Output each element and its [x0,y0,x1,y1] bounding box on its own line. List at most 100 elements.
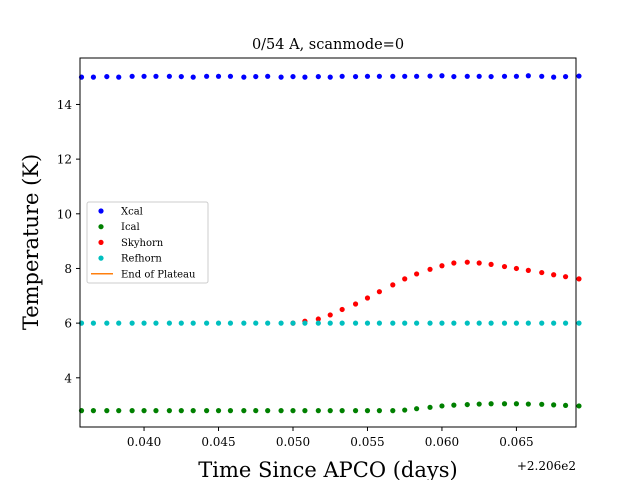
skyhorn-point [390,282,396,288]
legend-swatch-ical [98,224,104,230]
ical-point [427,404,433,410]
xcal-point [451,73,457,80]
xcal-point [414,73,420,79]
xcal-point [376,73,382,79]
skyhorn-point [327,312,333,318]
refhorn-point [215,320,222,326]
skyhorn-point [352,301,359,307]
ical-point [104,408,110,414]
skyhorn-point [464,259,470,265]
skyhorn-point [402,276,408,282]
legend-box [86,201,209,284]
xcal-point [190,74,196,80]
refhorn-point [116,320,122,326]
xcal-point [551,74,557,80]
ical-point [451,402,457,408]
ical-point [241,408,247,414]
y-tick-label: 14 [57,98,73,112]
xcal-point [215,73,222,79]
ical-point [551,402,557,408]
ical-point [215,408,222,414]
y-tick-label: 8 [64,262,72,276]
ical-point [464,401,470,408]
refhorn-point [352,320,359,326]
ical-point [576,403,582,409]
xcal-point [390,73,396,79]
xcal-point [302,74,308,80]
refhorn-point [302,320,308,326]
ical-point [129,408,135,414]
y-tick-label: 12 [57,153,72,167]
refhorn-point [427,320,433,326]
skyhorn-point [576,276,582,282]
ical-point [525,401,531,407]
xcal-point [576,73,582,79]
ical-point [562,402,569,409]
refhorn-point [525,320,531,326]
ical-point [339,408,345,414]
refhorn-point [576,320,582,326]
y-tick-label: 4 [64,371,72,385]
legend-swatch-skyhorn [98,239,104,245]
xcal-point [141,73,147,79]
legend-swatch-xcal [98,208,104,214]
x-axis-title: Time Since APCO (days) [198,458,457,480]
skyhorn-point [439,263,445,269]
ical-point [376,408,382,414]
plot-frame [79,57,577,428]
skyhorn-point [488,261,494,267]
xcal-point [525,73,531,79]
x-tick-label: 0.055 [350,435,384,449]
legend-label-skyhorn: Skyhorn [121,238,164,249]
xcal-point [178,73,184,80]
refhorn-point [402,320,408,326]
ical-point [166,408,172,414]
skyhorn-point [414,271,420,277]
x-tick-label: 0.050 [276,435,310,449]
refhorn-point [451,320,457,326]
skyhorn-point [376,289,382,295]
xcal-point [227,73,234,79]
refhorn-point [539,320,545,326]
ical-point [178,408,184,414]
skyhorn-point [525,267,531,273]
ical-point [439,403,445,409]
ical-point [116,408,122,414]
refhorn-point [464,320,470,326]
ical-point [90,408,97,414]
skyhorn-point [451,260,457,266]
ical-point [253,408,259,414]
refhorn-point [265,320,271,326]
skyhorn-point [539,269,545,276]
ical-point [402,407,408,413]
ical-point [290,408,296,414]
y-tick-label: 6 [64,317,72,331]
refhorn-point [562,320,569,326]
refhorn-point [290,320,296,326]
legend-swatch-refhorn [98,255,104,261]
xcal-point [513,73,520,79]
ical-point [364,408,371,414]
refhorn-point [513,320,520,326]
y-axis: 4 6 8 10 12 14 [57,98,80,385]
refhorn-point [439,320,445,326]
refhorn-point [476,320,482,326]
refhorn-point [178,320,184,326]
xcal-point [439,73,445,79]
ical-point [476,401,482,407]
xcal-point [315,73,321,80]
refhorn-point [364,320,371,326]
xcal-point [265,73,271,79]
ical-point [352,408,359,414]
ical-point [501,401,508,407]
refhorn-point [327,320,333,326]
ical-point [278,408,284,414]
legend-label-end-of-plateau: End of Plateau [121,269,196,280]
ical-point [190,408,196,414]
refhorn-point [376,320,382,326]
legend-label-refhorn: Refhorn [121,254,162,265]
legend-label-xcal: Xcal [121,207,143,218]
skyhorn-point [476,260,482,266]
x-tick-label: 0.065 [499,435,533,449]
